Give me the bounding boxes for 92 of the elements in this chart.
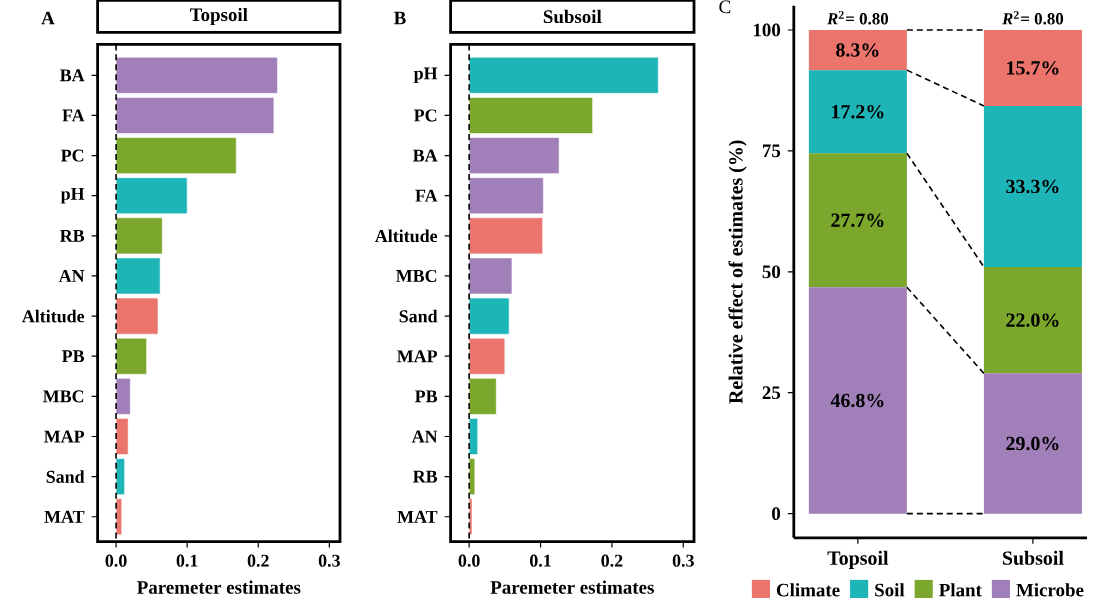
bar [468, 177, 544, 215]
data-label: 15.7% [1007, 61, 1059, 75]
y-tick-label: PC [60, 149, 84, 162]
bar [983, 373, 1082, 514]
text: C [719, 0, 731, 14]
x-tick-label: 0.2 [601, 554, 623, 567]
data-label: 22.0% [1006, 313, 1059, 327]
bar [468, 97, 593, 134]
bar [115, 177, 188, 215]
bar [983, 29, 1082, 106]
x-tick-label: Subsoil [1002, 550, 1064, 565]
y-tick-label: 0 [772, 507, 781, 521]
y-tick-label: 100 [753, 23, 781, 37]
x-tick-label: 0.3 [672, 554, 694, 567]
y-tick-label: AN [411, 430, 438, 443]
bar [808, 287, 907, 514]
x-axis-title: Paremeter estimates [137, 580, 301, 594]
x-axis-title: Paremeter estimates [490, 580, 654, 594]
bar [115, 337, 147, 375]
bar [115, 137, 237, 174]
y-tick-label: pH [413, 67, 438, 84]
bar [468, 418, 479, 455]
bar [468, 377, 497, 415]
y-tick-label: BA [59, 69, 85, 82]
bar [808, 153, 907, 288]
x-tick-label: 0.0 [105, 554, 127, 567]
y-tick-label: Sand [46, 470, 85, 483]
bar [808, 70, 907, 154]
bar [115, 498, 123, 536]
bar [115, 377, 131, 415]
legend-label: Climate [776, 583, 840, 597]
chart-title: Topsoil [189, 7, 248, 26]
x-tick-label: Topsoil [827, 550, 889, 569]
y-tick-label: 75 [762, 144, 781, 158]
y-tick-label: pH [60, 187, 85, 204]
x-tick-label: 0.1 [530, 554, 551, 567]
bar [468, 337, 506, 375]
y-tick-label: BA [412, 149, 438, 162]
bar [115, 97, 275, 134]
y-tick-label: 50 [762, 265, 781, 279]
x-tick-label: 0.2 [247, 554, 269, 567]
bar [468, 297, 510, 335]
bar [468, 56, 659, 94]
bar [983, 266, 1082, 374]
bar [115, 297, 159, 335]
y-tick-label: MAT [44, 510, 85, 523]
y-tick-label: RB [412, 470, 438, 483]
y-tick-label: MAP [397, 350, 438, 363]
bar [115, 257, 161, 295]
y-tick-label: 25 [762, 386, 781, 400]
y-tick-label: RB [59, 229, 85, 242]
legend-label: Plant [939, 583, 982, 597]
y-tick-label: MBC [43, 390, 84, 403]
data-label: 27.7% [831, 213, 884, 228]
y-tick-label: PB [61, 350, 85, 363]
bar [115, 418, 129, 455]
y-tick-label: MAP [44, 430, 85, 443]
bar [983, 105, 1082, 267]
data-label: 33.3% [1006, 179, 1059, 194]
bar [115, 217, 163, 255]
data-label: 17.2% [832, 104, 884, 119]
data-label: 8.3% [836, 43, 879, 57]
text: A [41, 11, 55, 25]
y-tick-label: Sand [399, 309, 438, 323]
y-tick-label: Altitude [22, 309, 85, 323]
y-tick-label: FA [415, 189, 438, 202]
y-tick-label: PB [414, 390, 438, 403]
bar [115, 458, 125, 495]
x-tick-label: 0.3 [318, 554, 340, 567]
bar [468, 458, 476, 495]
bar [115, 56, 278, 94]
bar [468, 217, 543, 255]
y-tick-label: FA [62, 109, 85, 122]
x-tick-label: 0.1 [176, 554, 198, 567]
y-tick-label: AN [58, 270, 85, 282]
chart-title: Subsoil [543, 9, 602, 24]
y-tick-label: MBC [396, 269, 437, 282]
x-tick-label: 0.0 [458, 554, 480, 567]
data-label: 29.0% [1006, 436, 1059, 451]
bar [468, 257, 513, 295]
y-tick-label: Altitude [375, 229, 438, 243]
annotation: R$^{2}$= 0.80 [826, 10, 889, 25]
legend-label: Microbe [1016, 583, 1084, 597]
bar [468, 137, 560, 174]
annotation: R$^{2}$= 0.80 [1002, 10, 1064, 25]
bar [808, 29, 907, 71]
y-tick-label: PC [414, 109, 437, 122]
y-axis-title: Relative effect of estimates (%) [728, 140, 747, 404]
data-label: 46.8% [830, 393, 884, 408]
text: B [393, 11, 406, 25]
y-tick-label: MAT [397, 510, 438, 523]
legend-label: Soil [875, 583, 905, 597]
